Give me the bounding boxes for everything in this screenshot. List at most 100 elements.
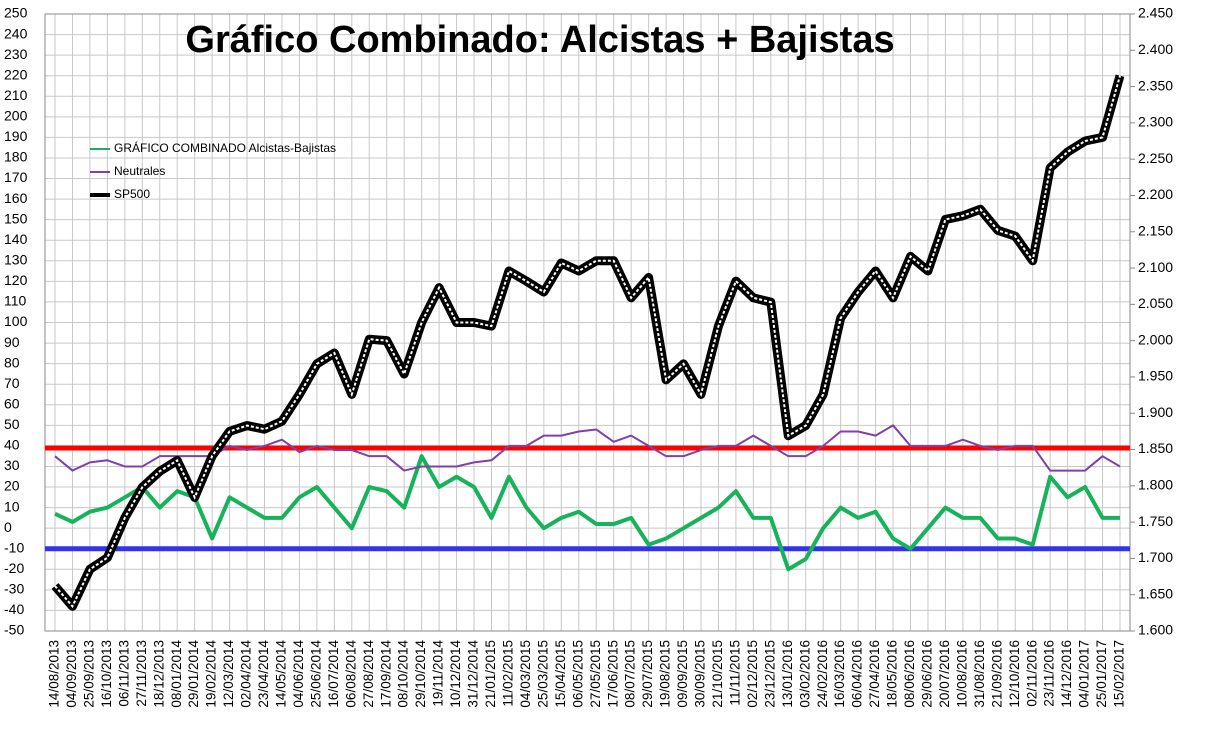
x-tick-label: 08/06/2016 (902, 640, 917, 708)
y2-tick-label: 2.400 (1138, 41, 1173, 57)
x-tick-label: 23/11/2016 (1042, 640, 1057, 707)
x-tick-label: 04/09/2013 (64, 640, 79, 708)
x-tick-label: 16/10/2013 (99, 640, 114, 708)
x-tick-label: 08/07/2015 (623, 640, 638, 708)
x-tick-label: 04/03/2015 (518, 640, 533, 708)
x-tick-label: 02/04/2014 (239, 640, 254, 708)
y-tick-label: 150 (4, 210, 28, 226)
line-highlight (54, 75, 1121, 609)
y2-tick-label: 2.450 (1138, 5, 1173, 21)
y2-tick-label: 1.800 (1138, 477, 1173, 493)
y-tick-label: 120 (4, 272, 28, 288)
y-tick-label: -10 (4, 539, 24, 555)
y2-tick-label: 1.950 (1138, 368, 1173, 384)
x-tick-label: 19/02/2014 (204, 640, 219, 708)
y2-tick-label: 1.900 (1138, 404, 1173, 420)
x-tick-label: 20/07/2016 (937, 640, 952, 708)
x-tick-label: 11/11/2015 (727, 640, 742, 706)
x-tick-label: 25/09/2013 (81, 640, 96, 708)
legend-label: Neutrales (114, 164, 165, 178)
x-tick-label: 14/08/2013 (47, 640, 62, 708)
y-tick-label: 130 (4, 252, 28, 268)
x-tick-label: 30/09/2015 (693, 640, 708, 708)
x-tick-label: 27/04/2016 (867, 640, 882, 708)
y2-tick-label: 2.150 (1138, 222, 1173, 238)
x-tick-label: 31/12/2014 (466, 640, 481, 708)
y-tick-label: 190 (4, 128, 28, 144)
x-tick-label: 03/02/2016 (797, 640, 812, 708)
legend-label: GRÁFICO COMBINADO Alcistas-Bajistas (114, 140, 336, 155)
x-tick-label: 27/05/2015 (588, 640, 603, 708)
y-tick-label: 40 (4, 437, 20, 453)
y-tick-label: 100 (4, 313, 28, 329)
y-tick-label: 210 (4, 87, 28, 103)
y2-tick-label: 2.250 (1138, 150, 1173, 166)
x-tick-label: 17/09/2014 (378, 640, 393, 708)
x-tick-label: 21/01/2015 (483, 640, 498, 708)
y-tick-label: 160 (4, 190, 28, 206)
x-tick-label: 04/01/2017 (1077, 640, 1092, 708)
x-tick-label: 09/09/2015 (675, 640, 690, 708)
x-tick-label: 19/11/2014 (431, 640, 446, 707)
x-tick-label: 16/07/2014 (326, 640, 341, 708)
y2-tick-label: 1.750 (1138, 513, 1173, 529)
y-tick-label: 170 (4, 169, 28, 185)
x-tick-label: 23/04/2014 (256, 640, 271, 708)
y-tick-label: 180 (4, 149, 28, 165)
x-tick-label: 24/02/2016 (815, 640, 830, 708)
y-tick-label: 110 (4, 293, 27, 309)
legend-label: SP500 (114, 187, 150, 201)
y-tick-label: -20 (4, 560, 24, 576)
x-tick-label: 25/01/2017 (1094, 640, 1109, 708)
x-tick-label: 15/04/2015 (553, 640, 568, 708)
x-tick-label: 27/08/2014 (361, 640, 376, 708)
x-tick-label: 06/08/2014 (343, 640, 358, 708)
y-tick-label: -50 (4, 622, 24, 638)
x-tick-label: 29/06/2016 (920, 640, 935, 708)
x-tick-label: 12/10/2016 (1007, 640, 1022, 708)
y-tick-label: 60 (4, 395, 20, 411)
x-tick-label: 14/05/2014 (274, 640, 289, 708)
y2-tick-label: 1.700 (1138, 549, 1173, 565)
x-tick-label: 31/08/2016 (972, 640, 987, 708)
x-tick-label: 02/11/2016 (1024, 640, 1039, 707)
y-tick-label: 230 (4, 46, 28, 62)
plot-frame (44, 13, 1131, 632)
y-tick-label: 0 (4, 519, 12, 535)
x-tick-label: 21/10/2015 (710, 640, 725, 708)
x-tick-label: 06/04/2016 (850, 640, 865, 708)
x-tick-label: 02/12/2015 (745, 640, 760, 708)
x-tick-label: 17/06/2015 (605, 640, 620, 708)
x-tick-label: 18/05/2016 (885, 640, 900, 708)
x-tick-label: 04/06/2014 (291, 640, 306, 708)
x-tick-label: 08/10/2014 (396, 640, 411, 708)
x-tick-label: 25/06/2014 (308, 640, 323, 708)
y-tick-label: 200 (4, 108, 28, 124)
x-tick-label: 06/05/2015 (570, 640, 585, 708)
y2-tick-label: 1.850 (1138, 440, 1173, 456)
y-tick-label: 10 (4, 498, 20, 514)
y-tick-label: 140 (4, 231, 28, 247)
y-tick-label: 250 (4, 5, 28, 21)
y2-tick-label: 2.000 (1138, 331, 1173, 347)
x-tick-label: 29/10/2014 (413, 640, 428, 708)
x-tick-label: 16/03/2016 (832, 640, 847, 708)
x-tick-label: 15/02/2017 (1112, 640, 1127, 708)
y2-tick-label: 2.200 (1138, 186, 1173, 202)
chart-title: Gráfico Combinado: Alcistas + Bajistas (185, 19, 894, 61)
x-tick-label: 21/09/2016 (989, 640, 1004, 708)
x-tick-label: 29/01/2014 (186, 640, 201, 708)
grid (45, 13, 1130, 632)
x-tick-label: 08/01/2014 (169, 640, 184, 708)
y-tick-label: 50 (4, 416, 20, 432)
line (51, 74, 1125, 611)
y2-tick-label: 2.100 (1138, 259, 1173, 275)
x-tick-label: 25/03/2015 (535, 640, 550, 708)
x-tick-label: 19/08/2015 (658, 640, 673, 708)
y-tick-label: 220 (4, 66, 28, 82)
x-tick-label: 10/12/2014 (448, 640, 463, 708)
x-tick-label: 12/03/2014 (221, 640, 236, 708)
x-tick-label: 27/11/2013 (134, 640, 149, 707)
y2-tick-label: 1.600 (1138, 622, 1173, 638)
